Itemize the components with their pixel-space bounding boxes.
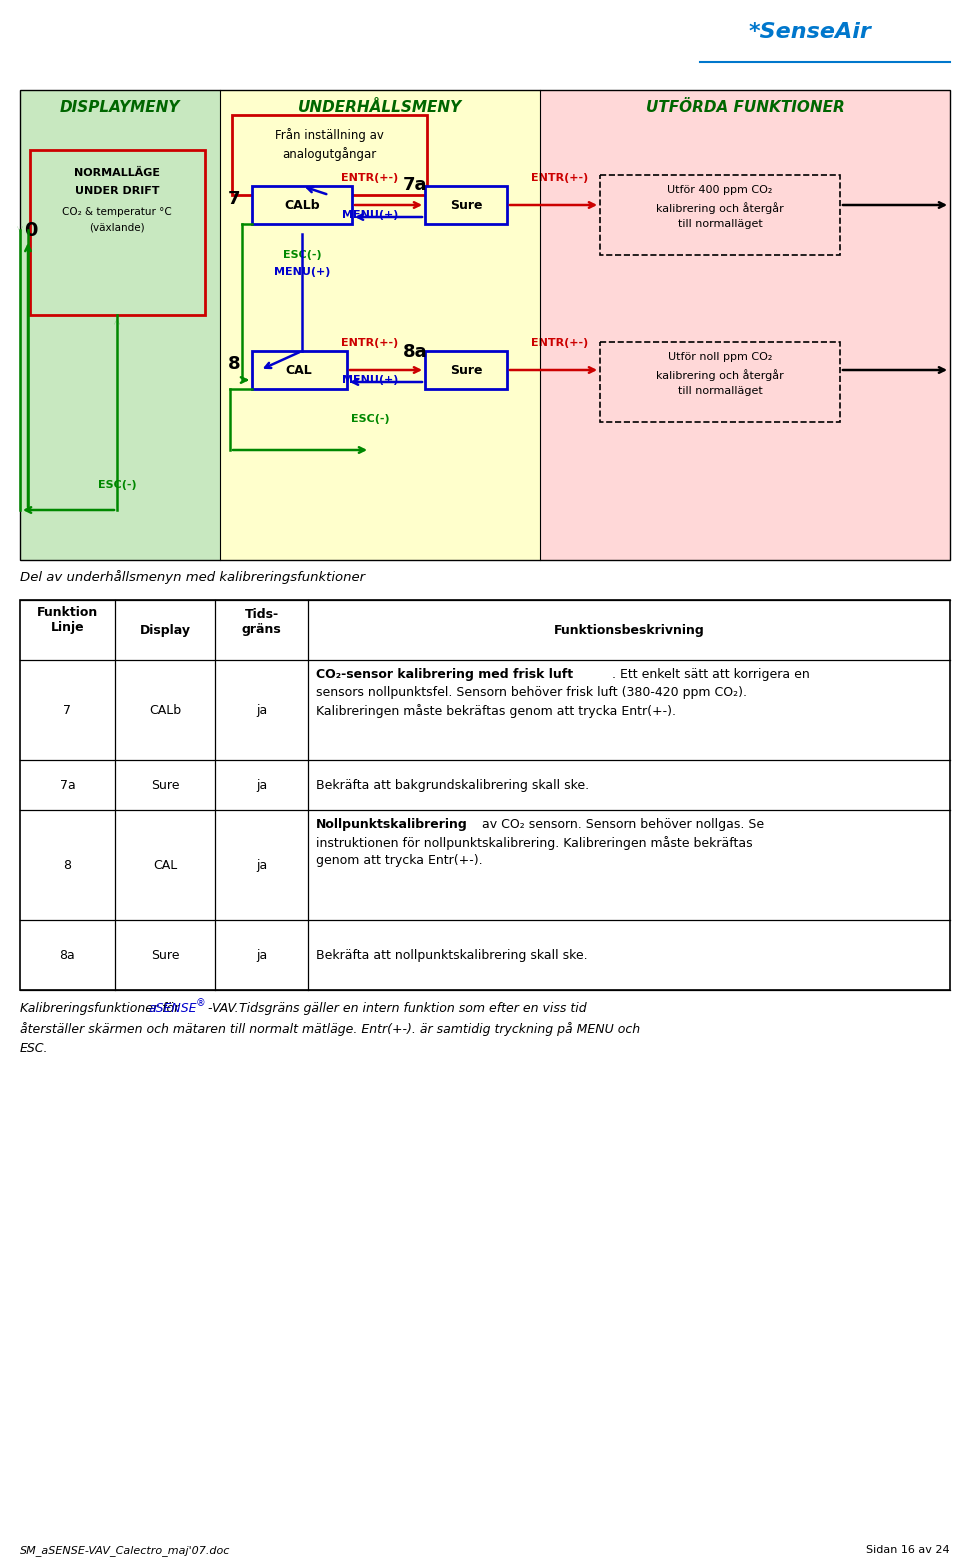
Text: ESC(-): ESC(-) <box>98 480 136 491</box>
Text: Sure: Sure <box>449 364 482 376</box>
Text: UTFÖRDA FUNKTIONER: UTFÖRDA FUNKTIONER <box>646 100 845 114</box>
Bar <box>425 187 507 224</box>
Text: ENTR(+-): ENTR(+-) <box>342 339 398 348</box>
Text: CO₂-sensor kalibrering med frisk luft: CO₂-sensor kalibrering med frisk luft <box>316 668 573 681</box>
Text: återställer skärmen och mätaren till normalt mätläge. Entr(+-). är samtidig tryc: återställer skärmen och mätaren till nor… <box>20 1022 640 1036</box>
Text: NORMALLÄGE: NORMALLÄGE <box>74 168 160 179</box>
Text: ENTR(+-): ENTR(+-) <box>532 172 588 183</box>
Text: MENU(+): MENU(+) <box>342 375 398 386</box>
Text: sensors nollpunktsfel. Sensorn behöver frisk luft (380-420 ppm CO₂).: sensors nollpunktsfel. Sensorn behöver f… <box>316 687 747 699</box>
Text: 7a: 7a <box>60 778 76 792</box>
Text: ESC(-): ESC(-) <box>350 414 390 423</box>
Text: -VAV.: -VAV. <box>204 1002 239 1014</box>
Text: CAL: CAL <box>286 364 312 376</box>
Text: (växlande): (växlande) <box>89 223 145 232</box>
Bar <box>20 601 950 989</box>
Bar <box>600 342 840 422</box>
Text: Nollpunktskalibrering: Nollpunktskalibrering <box>316 818 468 831</box>
Text: instruktionen för nollpunktskalibrering. Kalibreringen måste bekräftas: instruktionen för nollpunktskalibrering.… <box>316 836 753 850</box>
Bar <box>20 89 220 560</box>
Text: UNDER DRIFT: UNDER DRIFT <box>75 187 159 196</box>
Text: 7: 7 <box>228 190 240 209</box>
Text: MENU(+): MENU(+) <box>342 210 398 220</box>
Text: CAL: CAL <box>153 859 178 872</box>
Text: till normalläget: till normalläget <box>678 220 762 229</box>
Text: Display: Display <box>139 624 190 637</box>
Text: ja: ja <box>256 949 267 961</box>
Text: Funktionsbeskrivning: Funktionsbeskrivning <box>554 624 705 637</box>
Text: Sure: Sure <box>151 949 180 961</box>
Bar <box>30 151 205 315</box>
Text: DISPLAYMENY: DISPLAYMENY <box>60 100 180 114</box>
Text: aSENSE: aSENSE <box>148 1002 197 1014</box>
Text: ENTR(+-): ENTR(+-) <box>532 339 588 348</box>
Bar <box>252 187 352 224</box>
Text: av CO₂ sensorn. Sensorn behöver nollgas. Se: av CO₂ sensorn. Sensorn behöver nollgas.… <box>478 818 764 831</box>
Text: ja: ja <box>256 859 267 872</box>
Text: till normalläget: till normalläget <box>678 386 762 397</box>
Bar <box>425 351 507 389</box>
Text: Utför noll ppm CO₂: Utför noll ppm CO₂ <box>668 351 772 362</box>
Text: SM_aSENSE-VAV_Calectro_maj'07.doc: SM_aSENSE-VAV_Calectro_maj'07.doc <box>20 1544 230 1555</box>
Text: Tidsgräns gäller en intern funktion som efter en viss tid: Tidsgräns gäller en intern funktion som … <box>235 1002 587 1014</box>
Text: 7: 7 <box>63 704 71 717</box>
Text: kalibrering och återgår: kalibrering och återgår <box>656 368 784 381</box>
Text: Kalibreringen måste bekräftas genom att trycka Entr(+-).: Kalibreringen måste bekräftas genom att … <box>316 704 676 718</box>
Text: Kalibreringsfunktioner för: Kalibreringsfunktioner för <box>20 1002 183 1014</box>
Text: ESC.: ESC. <box>20 1043 49 1055</box>
Text: Bekräfta att nollpunktskalibrering skall ske.: Bekräfta att nollpunktskalibrering skall… <box>316 949 588 961</box>
Text: CO₂ & temperatur °C: CO₂ & temperatur °C <box>62 207 172 216</box>
Text: 8: 8 <box>228 354 240 373</box>
Text: ESC(-): ESC(-) <box>282 249 322 260</box>
Text: ja: ja <box>256 704 267 717</box>
Bar <box>600 176 840 256</box>
Text: genom att trycka Entr(+-).: genom att trycka Entr(+-). <box>316 855 483 867</box>
Text: 8a: 8a <box>402 343 427 361</box>
Text: kalibrering och återgår: kalibrering och återgår <box>656 202 784 213</box>
Text: Bekräfta att bakgrundskalibrering skall ske.: Bekräfta att bakgrundskalibrering skall … <box>316 778 589 792</box>
Text: Sure: Sure <box>449 199 482 212</box>
Text: Från inställning av: Från inställning av <box>275 129 383 143</box>
Bar <box>252 351 347 389</box>
Text: Sidan 16 av 24: Sidan 16 av 24 <box>866 1544 950 1555</box>
Text: . Ett enkelt sätt att korrigera en: . Ett enkelt sätt att korrigera en <box>612 668 809 681</box>
Text: Sure: Sure <box>151 778 180 792</box>
Text: 8a: 8a <box>60 949 76 961</box>
Text: Funktion
Linje: Funktion Linje <box>36 605 98 633</box>
Bar <box>220 89 540 560</box>
Text: analogutgångar: analogutgångar <box>282 147 376 162</box>
Text: ja: ja <box>256 778 267 792</box>
Bar <box>540 89 950 560</box>
Text: CALb: CALb <box>284 199 320 212</box>
Text: CALb: CALb <box>149 704 181 717</box>
Text: *SenseAir: *SenseAir <box>749 22 872 42</box>
Text: Utför 400 ppm CO₂: Utför 400 ppm CO₂ <box>667 185 773 194</box>
Text: ®: ® <box>196 997 205 1008</box>
Bar <box>20 89 950 560</box>
Text: 7a: 7a <box>403 176 427 194</box>
Text: ENTR(+-): ENTR(+-) <box>342 172 398 183</box>
Text: 8: 8 <box>63 859 71 872</box>
Text: 0: 0 <box>24 221 37 240</box>
Text: Tids-
gräns: Tids- gräns <box>242 608 281 637</box>
Text: Del av underhållsmenyn med kalibreringsfunktioner: Del av underhållsmenyn med kalibreringsf… <box>20 571 365 583</box>
Bar <box>232 114 427 194</box>
Text: UNDERHÅLLSMENY: UNDERHÅLLSMENY <box>298 100 462 114</box>
Text: MENU(+): MENU(+) <box>274 267 330 278</box>
